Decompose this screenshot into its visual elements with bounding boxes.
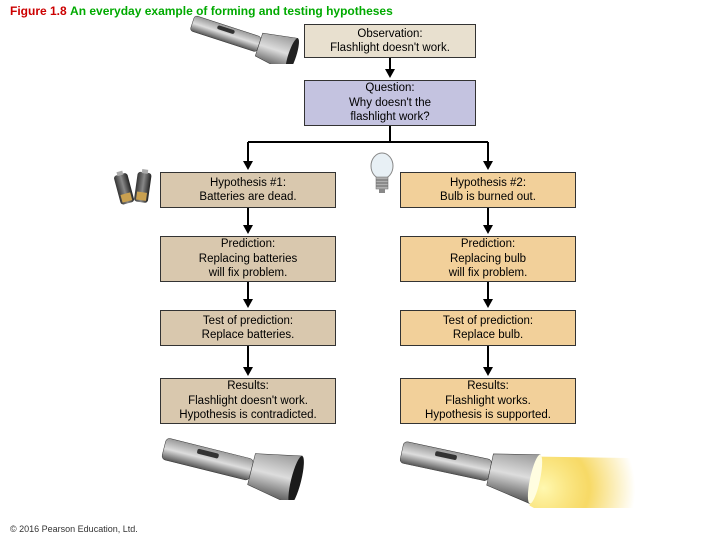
arrow-head [483,299,493,308]
node-title: Results: [227,379,269,393]
branch-horizontal [248,141,488,143]
node-title: Hypothesis #2: [450,176,526,190]
node-res2: Results:Flashlight works.Hypothesis is s… [400,378,576,424]
node-text: Replace batteries. [202,328,295,342]
arrow-head [483,225,493,234]
arrow-line [487,346,489,369]
node-question: Question:Why doesn't theflashlight work? [304,80,476,126]
node-text: Flashlight doesn't work. [330,41,450,55]
batteries-icon [108,158,168,208]
branch-stem [389,126,391,142]
node-observation: Observation:Flashlight doesn't work. [304,24,476,58]
node-text2: Hypothesis is contradicted. [179,408,316,422]
arrow-head [243,367,253,376]
arrow-head [385,69,395,78]
node-title: Test of prediction: [203,314,293,328]
node-text: Flashlight doesn't work. [188,394,308,408]
node-title: Results: [467,379,509,393]
node-title: Question: [365,81,414,95]
flashlight-icon [180,14,310,64]
node-title: Test of prediction: [443,314,533,328]
bulb-icon [362,150,402,200]
node-text: Why doesn't the [349,96,431,110]
node-title: Prediction: [461,237,515,251]
node-test2: Test of prediction:Replace bulb. [400,310,576,346]
node-text: Replace bulb. [453,328,523,342]
node-text2: will fix problem. [449,266,528,280]
figure-number: Figure 1.8 [10,4,67,18]
arrow-line [487,142,489,163]
node-title: Prediction: [221,237,275,251]
arrow-head [483,161,493,170]
node-title: Observation: [357,27,422,41]
node-text2: will fix problem. [209,266,288,280]
node-text2: flashlight work? [350,110,429,124]
node-test1: Test of prediction:Replace batteries. [160,310,336,346]
node-hyp2: Hypothesis #2:Bulb is burned out. [400,172,576,208]
node-text2: Hypothesis is supported. [425,408,551,422]
arrow-line [247,142,249,163]
node-res1: Results:Flashlight doesn't work.Hypothes… [160,378,336,424]
arrow-head [243,225,253,234]
arrow-line [247,346,249,369]
node-pred2: Prediction:Replacing bulbwill fix proble… [400,236,576,282]
copyright-text: © 2016 Pearson Education, Ltd. [10,524,138,534]
node-hyp1: Hypothesis #1:Batteries are dead. [160,172,336,208]
node-text: Batteries are dead. [199,190,296,204]
node-text: Replacing batteries [199,252,297,266]
arrow-head [483,367,493,376]
flashlight-off-icon [150,430,320,500]
arrow-head [243,299,253,308]
node-text: Replacing bulb [450,252,526,266]
flashlight-on-icon [388,428,638,508]
arrow-head [243,161,253,170]
node-text: Flashlight works. [445,394,531,408]
node-text: Bulb is burned out. [440,190,536,204]
node-title: Hypothesis #1: [210,176,286,190]
node-pred1: Prediction:Replacing batterieswill fix p… [160,236,336,282]
